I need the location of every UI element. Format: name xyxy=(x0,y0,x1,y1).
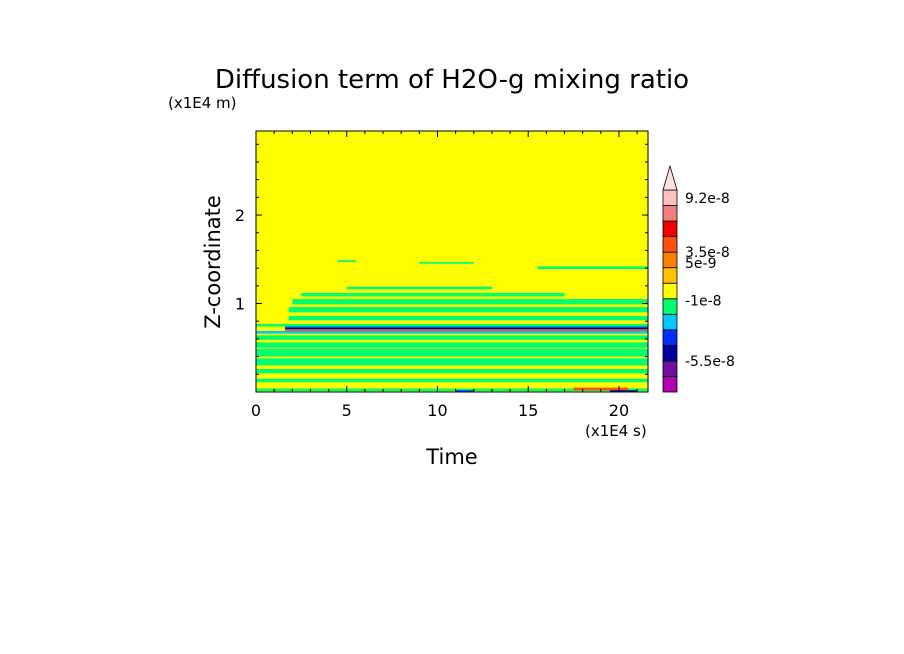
colorbar-level-10 xyxy=(662,220,678,238)
contour-band-6 xyxy=(256,335,648,340)
contour-band-12 xyxy=(288,315,648,321)
x-tick-label: 5 xyxy=(342,401,352,420)
contour-band-18 xyxy=(419,261,474,264)
plot-background xyxy=(256,131,648,392)
colorbar-level-0 xyxy=(662,376,678,393)
contour-band-19 xyxy=(337,260,356,262)
colorbar-level-11 xyxy=(662,205,678,222)
contour-band-3 xyxy=(256,358,648,366)
contour-band-4 xyxy=(256,348,648,357)
colorbar-level-2 xyxy=(662,344,678,362)
x-unit-label: (x1E4 s) xyxy=(585,422,647,440)
x-axis-ticks: 0 5 10 15 20 xyxy=(251,131,638,420)
contour-band-17 xyxy=(537,266,648,270)
colorbar-label: 5e-9 xyxy=(685,256,716,272)
contour-band-1 xyxy=(256,378,648,383)
colorbar-level-4 xyxy=(662,313,678,331)
y-axis-ticks: 12 xyxy=(235,143,648,375)
contour-band-13 xyxy=(288,307,648,313)
x-tick-label: 15 xyxy=(518,401,538,420)
colorbar-arrow xyxy=(662,164,678,191)
plot-area xyxy=(255,130,649,393)
contour-band-15 xyxy=(301,292,565,297)
colorbar-label: -1e-8 xyxy=(685,293,722,309)
contour-band-0 xyxy=(256,388,648,392)
contour-band-16 xyxy=(346,286,492,290)
contour-band-5 xyxy=(256,342,648,348)
x-axis-label: Time xyxy=(425,445,477,469)
colorbar-level-7 xyxy=(662,267,678,284)
colorbar-level-5 xyxy=(662,298,678,315)
colorbar-label: 9.2e-8 xyxy=(685,191,730,207)
contour-band-10 xyxy=(285,326,648,328)
y-tick-label: 1 xyxy=(235,295,245,314)
contour-band-9 xyxy=(285,327,648,330)
colorbar: 9.2e-8 3.5e-85e-9 -1e-8 -5.5e-8 xyxy=(662,164,735,393)
colorbar-level-3 xyxy=(662,329,678,346)
x-tick-label: 20 xyxy=(609,401,629,420)
y-tick-label: 2 xyxy=(235,206,245,225)
contour-band-2 xyxy=(256,368,648,374)
contour-band-8 xyxy=(285,329,648,331)
colorbar-label: 3.5e-8 xyxy=(685,245,730,261)
colorbar-level-8 xyxy=(662,251,678,269)
contour-band-20 xyxy=(573,387,629,391)
colorbar-level-9 xyxy=(662,236,678,253)
contour-band-21 xyxy=(455,390,474,392)
colorbar-level-12 xyxy=(662,189,678,206)
plot-frame xyxy=(255,130,649,393)
x-tick-label: 0 xyxy=(251,401,261,420)
contour-band-22 xyxy=(609,390,638,392)
x-tick-label: 10 xyxy=(427,401,447,420)
y-unit-label: (x1E4 m) xyxy=(168,94,237,112)
colorbar-label: -5.5e-8 xyxy=(685,354,735,370)
contour-band-14 xyxy=(292,299,648,305)
chart-title: Diffusion term of H2O-g mixing ratio xyxy=(215,65,689,95)
contour-band-11 xyxy=(256,323,648,327)
colorbar-level-1 xyxy=(662,360,678,377)
contour-band-7 xyxy=(256,330,648,334)
colorbar-level-6 xyxy=(662,282,678,300)
y-axis-label: Z-coordinate xyxy=(201,195,225,329)
